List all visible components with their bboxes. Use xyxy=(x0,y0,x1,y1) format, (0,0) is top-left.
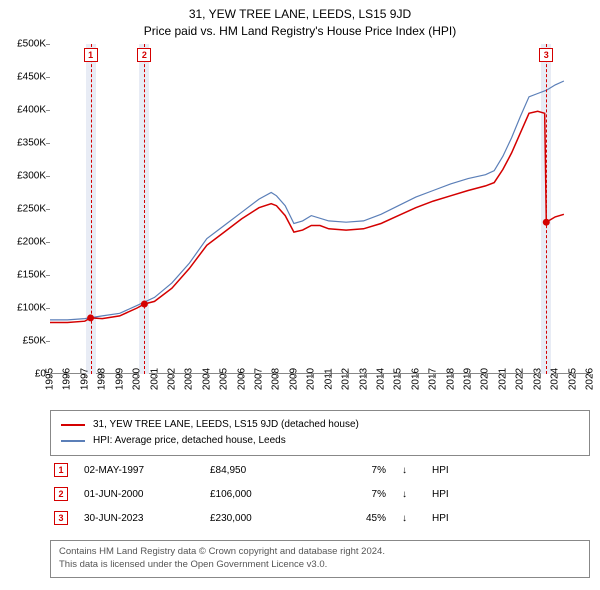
sales-row-marker: 3 xyxy=(54,511,68,525)
sales-delta: 45% xyxy=(326,513,386,524)
x-axis-label: 2000 xyxy=(132,368,143,390)
sale-marker: 1 xyxy=(84,48,98,62)
x-axis-label: 2026 xyxy=(585,368,596,390)
sales-delta: 7% xyxy=(326,489,386,500)
title-subtitle: Price paid vs. HM Land Registry's House … xyxy=(0,23,600,40)
sales-date: 02-MAY-1997 xyxy=(84,465,194,476)
footer-line-2: This data is licensed under the Open Gov… xyxy=(59,559,581,572)
x-axis-label: 1998 xyxy=(97,368,108,390)
y-axis-label: £450K xyxy=(17,72,46,83)
y-axis-label: £100K xyxy=(17,303,46,314)
x-axis-label: 2022 xyxy=(515,368,526,390)
x-axis-label: 2015 xyxy=(393,368,404,390)
series-hpi xyxy=(50,81,564,320)
x-axis-label: 2003 xyxy=(184,368,195,390)
x-axis-label: 2004 xyxy=(201,368,212,390)
sales-price: £106,000 xyxy=(210,489,310,500)
y-axis-label: £50K xyxy=(23,336,46,347)
x-axis-label: 2009 xyxy=(288,368,299,390)
footer-line-1: Contains HM Land Registry data © Crown c… xyxy=(59,546,581,559)
x-axis-label: 2011 xyxy=(323,368,334,390)
x-axis-label: 2017 xyxy=(428,368,439,390)
sales-row: 2 01-JUN-2000 £106,000 7% ↓ HPI xyxy=(50,482,590,506)
sales-row: 3 30-JUN-2023 £230,000 45% ↓ HPI xyxy=(50,506,590,530)
x-axis-label: 2024 xyxy=(550,368,561,390)
series-property xyxy=(50,111,564,322)
sales-date: 30-JUN-2023 xyxy=(84,513,194,524)
x-axis-label: 2018 xyxy=(445,368,456,390)
sale-dashed-line xyxy=(91,44,92,374)
y-axis-label: £400K xyxy=(17,105,46,116)
x-axis-label: 2007 xyxy=(254,368,265,390)
x-axis-label: 2010 xyxy=(306,368,317,390)
x-axis-label: 2006 xyxy=(236,368,247,390)
x-axis-label: 1997 xyxy=(79,368,90,390)
y-axis-label: £250K xyxy=(17,204,46,215)
sale-marker: 3 xyxy=(539,48,553,62)
title-block: 31, YEW TREE LANE, LEEDS, LS15 9JD Price… xyxy=(0,0,600,40)
sales-table: 1 02-MAY-1997 £84,950 7% ↓ HPI 2 01-JUN-2000 £10… xyxy=(50,458,590,530)
legend-row: HPI: Average price, detached house, Leed… xyxy=(61,433,579,449)
x-axis-label: 2025 xyxy=(567,368,578,390)
x-axis-label: 1999 xyxy=(114,368,125,390)
down-arrow-icon: ↓ xyxy=(402,489,416,500)
legend-label: 31, YEW TREE LANE, LEEDS, LS15 9JD (deta… xyxy=(93,417,359,433)
legend-swatch xyxy=(61,424,85,426)
x-axis-label: 1995 xyxy=(45,368,56,390)
x-axis-label: 2016 xyxy=(410,368,421,390)
sales-row: 1 02-MAY-1997 £84,950 7% ↓ HPI xyxy=(50,458,590,482)
legend-label: HPI: Average price, detached house, Leed… xyxy=(93,433,286,449)
legend-row: 31, YEW TREE LANE, LEEDS, LS15 9JD (deta… xyxy=(61,417,579,433)
sales-delta: 7% xyxy=(326,465,386,476)
plot-region: 1 2 3 xyxy=(50,44,590,374)
x-axis-label: 2023 xyxy=(532,368,543,390)
sales-row-marker: 1 xyxy=(54,463,68,477)
x-axis-label: 2008 xyxy=(271,368,282,390)
down-arrow-icon: ↓ xyxy=(402,465,416,476)
sale-dashed-line xyxy=(546,44,547,374)
sales-row-marker: 2 xyxy=(54,487,68,501)
sales-hpi-label: HPI xyxy=(432,489,462,500)
chart-area: 123 £0£50K£100K£150K£200K£250K£300K£350K… xyxy=(50,44,590,374)
down-arrow-icon: ↓ xyxy=(402,513,416,524)
y-axis-label: £300K xyxy=(17,171,46,182)
y-axis-label: £350K xyxy=(17,138,46,149)
sale-marker: 2 xyxy=(137,48,151,62)
x-axis-label: 1996 xyxy=(62,368,73,390)
sales-hpi-label: HPI xyxy=(432,513,462,524)
legend-swatch xyxy=(61,440,85,442)
x-axis-label: 2019 xyxy=(463,368,474,390)
x-axis-label: 2013 xyxy=(358,368,369,390)
y-axis-label: £150K xyxy=(17,270,46,281)
x-axis-label: 2012 xyxy=(341,368,352,390)
line-chart-svg xyxy=(50,44,590,374)
y-axis-label: £200K xyxy=(17,237,46,248)
sales-price: £84,950 xyxy=(210,465,310,476)
attribution-footer: Contains HM Land Registry data © Crown c… xyxy=(50,540,590,578)
x-axis-label: 2002 xyxy=(166,368,177,390)
x-axis-label: 2005 xyxy=(219,368,230,390)
legend: 31, YEW TREE LANE, LEEDS, LS15 9JD (deta… xyxy=(50,410,590,456)
sale-dashed-line xyxy=(144,44,145,374)
title-address: 31, YEW TREE LANE, LEEDS, LS15 9JD xyxy=(0,6,600,23)
sales-hpi-label: HPI xyxy=(432,465,462,476)
x-axis-label: 2014 xyxy=(375,368,386,390)
x-axis-label: 2001 xyxy=(149,368,160,390)
y-axis-label: £500K xyxy=(17,39,46,50)
chart-container: 31, YEW TREE LANE, LEEDS, LS15 9JD Price… xyxy=(0,0,600,590)
sales-date: 01-JUN-2000 xyxy=(84,489,194,500)
x-axis-label: 2021 xyxy=(497,368,508,390)
sales-price: £230,000 xyxy=(210,513,310,524)
x-axis-label: 2020 xyxy=(480,368,491,390)
